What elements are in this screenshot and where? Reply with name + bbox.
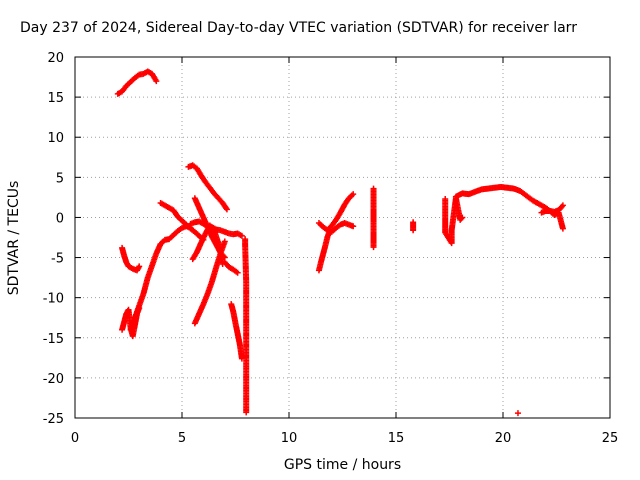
y-tick-label: 10 [47, 131, 64, 146]
data-point-arc-20h [559, 202, 566, 209]
data-point-pts-17-18h [459, 214, 466, 221]
data-point-pts-16h [410, 227, 417, 234]
plot-frame [74, 56, 611, 419]
data-point-arc-12h [350, 191, 357, 198]
y-tick-label: 20 [47, 51, 64, 66]
data-point-arc-small [234, 269, 241, 276]
data-point-arc-rise-2 [221, 238, 228, 245]
x-tick-label: 0 [71, 431, 79, 446]
y-tick-label: -15 [43, 332, 64, 347]
data-point-pt-20.7h [514, 410, 521, 417]
y-tick-label: 0 [56, 211, 64, 226]
y-tick-label: -20 [43, 372, 64, 387]
y-tick-label: -25 [43, 412, 64, 427]
y-tick-label: 5 [56, 171, 64, 186]
data-point-arc-11h [350, 223, 357, 230]
data-point-arc-20h [558, 203, 565, 210]
y-axis-label: SDTVAR / TECUs [6, 180, 22, 296]
y-tick-label: -10 [43, 292, 64, 307]
data-point-arc-22h [559, 225, 566, 232]
y-tick-label: -5 [51, 252, 64, 267]
data-point-arc-mid-right [238, 232, 245, 239]
data-point-arc-descend-top [223, 206, 230, 213]
x-tick-label: 10 [281, 431, 298, 446]
data-point-pts-8h [243, 409, 250, 416]
y-tick-label: 15 [47, 91, 64, 106]
data-point-pts-17-18h [458, 215, 465, 222]
data-point-pts-14h [370, 244, 377, 251]
x-axis-label: GPS time / hours [283, 457, 402, 473]
x-tick-label: 20 [495, 431, 512, 446]
x-tick-label: 25 [602, 431, 619, 446]
chart-title: Day 237 of 2024, Sidereal Day-to-day VTE… [20, 20, 577, 36]
x-tick-label: 5 [178, 431, 186, 446]
data-point-arc-left-upper [136, 263, 143, 270]
data-point-arc-top-left [153, 78, 160, 85]
x-tick-label: 15 [388, 431, 405, 446]
